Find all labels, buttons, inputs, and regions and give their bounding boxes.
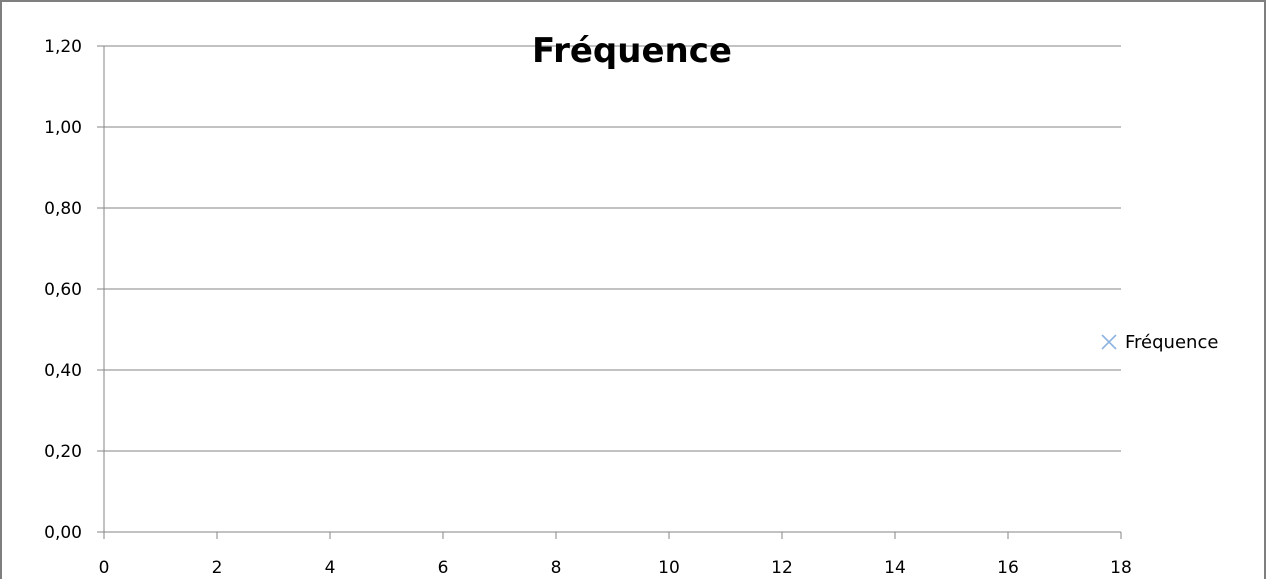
x-tick-label: 10 (658, 558, 680, 578)
x-tick-label: 12 (771, 558, 793, 578)
legend-label: Fréquence (1125, 332, 1218, 353)
x-tick-label: 0 (99, 558, 110, 578)
y-tick-labels: 0,00 0,20 0,40 0,60 0,80 1,00 1,20 (44, 37, 82, 543)
axes (97, 45, 1122, 539)
y-tick-label: 0,80 (44, 199, 82, 219)
x-tick-labels: 0 2 4 6 8 10 12 14 16 18 (99, 558, 1132, 578)
x-tick-label: 6 (438, 558, 449, 578)
y-tick-label: 0,20 (44, 442, 82, 462)
legend: Fréquence (1101, 332, 1218, 353)
x-tick-label: 18 (1110, 558, 1132, 578)
x-tick-label: 14 (884, 558, 906, 578)
x-tick-label: 8 (551, 558, 562, 578)
chart-title: Fréquence (532, 31, 732, 71)
x-tick-label: 2 (212, 558, 223, 578)
legend-marker-x-icon (1101, 334, 1117, 350)
y-tick-label: 0,00 (44, 523, 82, 543)
y-tick-label: 0,60 (44, 280, 82, 300)
y-tick-label: 0,40 (44, 361, 82, 381)
y-tick-label: 1,20 (44, 37, 82, 57)
x-tick-label: 4 (325, 558, 336, 578)
gridlines (104, 45, 1121, 452)
x-tick-label: 16 (997, 558, 1019, 578)
y-tick-label: 1,00 (44, 118, 82, 138)
